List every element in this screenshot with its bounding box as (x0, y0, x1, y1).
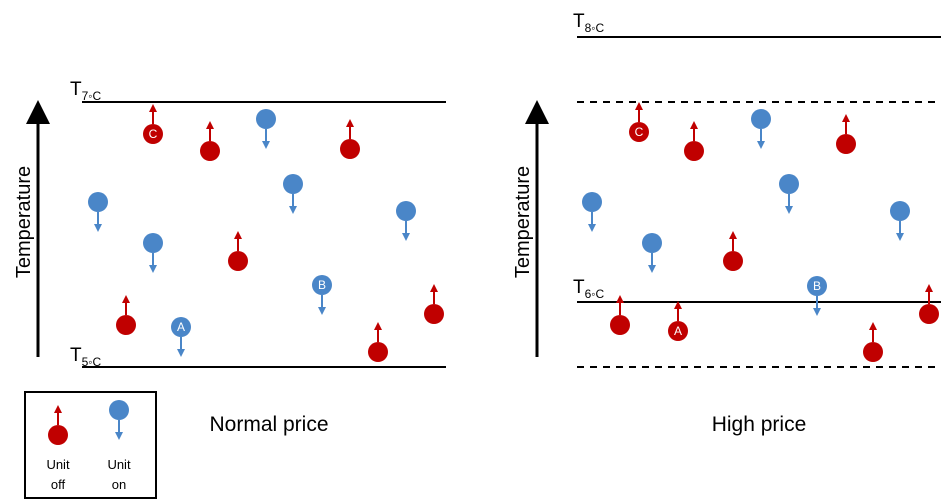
unit-off-marker (723, 231, 743, 271)
legend-unit-on (109, 400, 129, 440)
unit-on-marker (751, 109, 771, 149)
unit-off-marker (48, 405, 68, 445)
unit-on-marker (143, 233, 163, 273)
unit-off-marker: C (629, 102, 649, 142)
unit-letter: C (635, 125, 644, 139)
mid-threshold-label: T6◦C (573, 277, 605, 301)
temperature-axis-label: Temperature (13, 166, 35, 278)
legend-off-label: Unit (46, 457, 70, 472)
unit-on-marker (88, 192, 108, 232)
unit-off-marker (684, 121, 704, 161)
unit-on-marker (109, 400, 129, 440)
unit-off-marker (424, 284, 444, 324)
lower-threshold-label: T5◦C (70, 345, 102, 369)
unit-off-marker (836, 114, 856, 154)
unit-off-marker (116, 295, 136, 335)
temperature-axis-label: Temperature (512, 166, 534, 278)
unit-on-marker (396, 201, 416, 241)
units-normal-price: C B A (88, 104, 444, 362)
unit-on-marker (256, 109, 276, 149)
unit-on-marker: B (807, 276, 827, 316)
units-high-price: C B A (582, 102, 939, 362)
unit-letter: C (149, 127, 158, 141)
unit-off-marker (368, 322, 388, 362)
unit-on-marker (890, 201, 910, 241)
unit-off-marker (919, 284, 939, 324)
legend-off-label: off (51, 477, 66, 492)
unit-letter: A (674, 324, 682, 338)
unit-letter: B (318, 278, 326, 292)
panel-high-price: Temperature T8◦C T6◦C C B A High price (512, 11, 941, 436)
unit-letter: B (813, 279, 821, 293)
legend-unit-off (48, 405, 68, 445)
unit-on-marker (582, 192, 602, 232)
unit-off-marker (610, 295, 630, 335)
caption-high-price: High price (712, 413, 807, 436)
unit-on-marker (779, 174, 799, 214)
unit-on-marker (642, 233, 662, 273)
unit-off-marker: C (143, 104, 163, 144)
panel-normal-price: Temperature T7◦C T5◦C C B A Normal price (13, 79, 446, 436)
unit-off-marker (863, 322, 883, 362)
unit-on-marker: A (171, 317, 191, 357)
unit-off-marker (340, 119, 360, 159)
legend: Unit off Unit on (24, 391, 157, 499)
legend-on-label: on (112, 477, 126, 492)
unit-off-marker (228, 231, 248, 271)
top-threshold-label: T8◦C (573, 11, 605, 35)
unit-off-marker: A (668, 301, 688, 341)
upper-threshold-label: T7◦C (70, 79, 102, 103)
legend-box (24, 391, 157, 499)
unit-off-marker (200, 121, 220, 161)
unit-letter: A (177, 320, 185, 334)
unit-on-marker: B (312, 275, 332, 315)
legend-on-label: Unit (107, 457, 131, 472)
unit-on-marker (283, 174, 303, 214)
caption-normal-price: Normal price (209, 413, 328, 436)
